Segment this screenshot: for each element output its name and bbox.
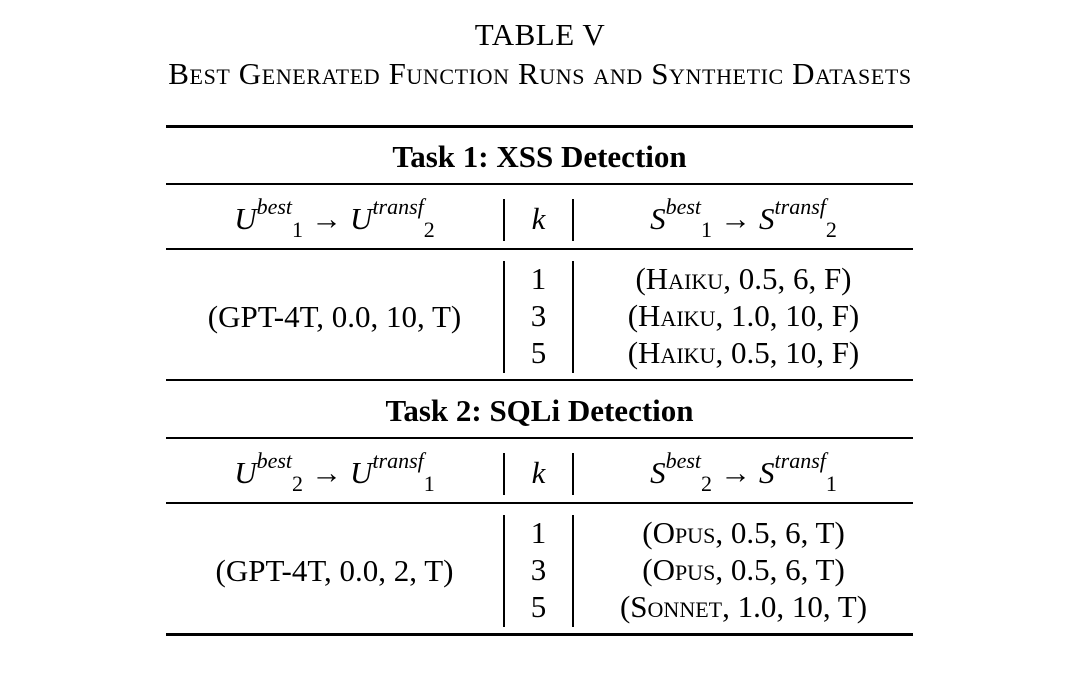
- rule-task1-end: [166, 379, 913, 381]
- k-value: 1: [530, 261, 547, 296]
- k-value: 3: [530, 552, 547, 587]
- vline: [503, 453, 505, 495]
- vline: [503, 515, 505, 627]
- header-s-transfer: Sbest1 → Stransf2: [650, 194, 837, 242]
- synthetic-dataset-cell: (Haiku, 0.5, 10, F): [627, 335, 860, 370]
- vline: [572, 515, 574, 627]
- vline: [503, 261, 505, 373]
- vline: [503, 199, 505, 241]
- header-k: k: [531, 201, 546, 236]
- best-function-cell: (GPT-4T, 0.0, 10, T): [207, 299, 462, 334]
- synthetic-dataset-cell: (Haiku, 1.0, 10, F): [627, 298, 860, 333]
- table-number: TABLE V: [474, 17, 606, 52]
- section-title-task2: Task 2: SQLi Detection: [385, 393, 694, 428]
- synthetic-dataset-cell: (Opus, 0.5, 6, T): [642, 515, 845, 550]
- vline: [572, 199, 574, 241]
- rule-task1-colhead: [166, 248, 913, 250]
- synthetic-dataset-cell: (Haiku, 0.5, 6, F): [635, 261, 852, 296]
- k-value: 5: [530, 335, 547, 370]
- section-title-task1: Task 1: XSS Detection: [392, 139, 687, 174]
- rule-task2-colhead: [166, 502, 913, 504]
- rule-task1-head: [166, 183, 913, 185]
- rule-task2-head: [166, 437, 913, 439]
- synthetic-dataset-cell: (Sonnet, 1.0, 10, T): [619, 589, 868, 624]
- header-k: k: [531, 455, 546, 490]
- synthetic-dataset-cell: (Opus, 0.5, 6, T): [642, 552, 845, 587]
- k-value: 1: [530, 515, 547, 550]
- vline: [572, 261, 574, 373]
- bottom-rule: [166, 633, 913, 636]
- best-function-cell: (GPT-4T, 0.0, 2, T): [215, 553, 454, 588]
- header-s-transfer: Sbest2 → Stransf1: [650, 448, 837, 496]
- header-u-transfer: Ubest2 → Utransf1: [234, 448, 435, 496]
- k-value: 3: [530, 298, 547, 333]
- top-rule: [166, 125, 913, 128]
- k-value: 5: [530, 589, 547, 624]
- table-title: Best Generated Function Runs and Synthet…: [168, 56, 912, 91]
- vline: [572, 453, 574, 495]
- header-u-transfer: Ubest1 → Utransf2: [234, 194, 435, 242]
